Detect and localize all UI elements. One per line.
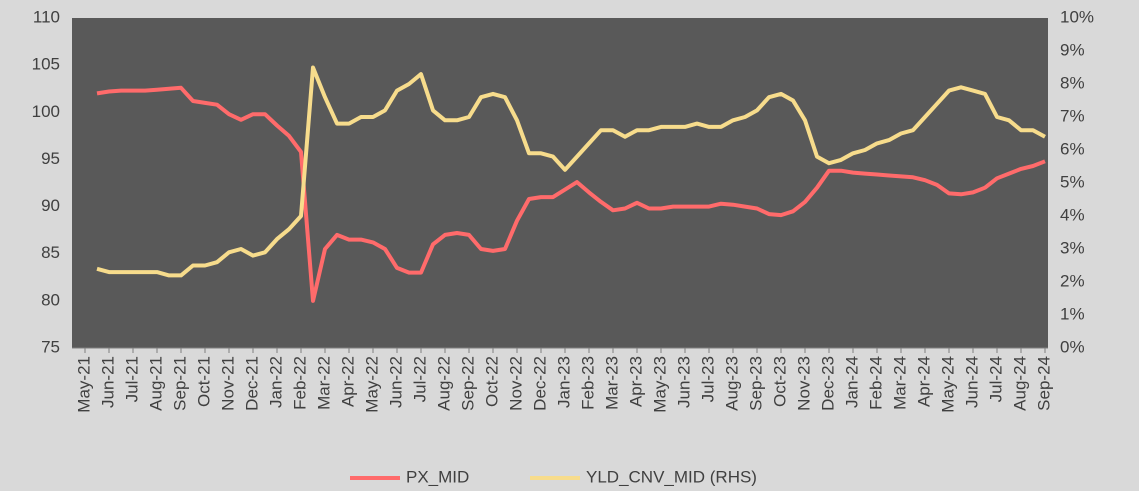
y2-tick-label: 3%: [1060, 238, 1085, 257]
y2-tick-label: 9%: [1060, 40, 1085, 59]
x-tick-label: Oct-22: [482, 356, 501, 407]
y2-tick-label: 1%: [1060, 304, 1085, 323]
x-tick-label: May-21: [74, 356, 93, 413]
x-tick-label: Mar-24: [890, 356, 909, 410]
x-tick-label: Sep-23: [746, 356, 765, 411]
x-tick-label: Aug-22: [434, 356, 453, 411]
x-tick-label: Oct-23: [770, 356, 789, 407]
series-line: [96, 85, 1046, 303]
x-tick-label: Mar-22: [314, 356, 333, 410]
x-tick-label: May-22: [362, 356, 381, 413]
x-tick-label: Jun-22: [386, 356, 405, 408]
x-tick-label: Oct-21: [194, 356, 213, 407]
x-tick-label: Jan-22: [266, 356, 285, 408]
y-tick-label: 75: [41, 337, 60, 356]
x-tick-label: Jun-23: [674, 356, 693, 408]
series-line: [96, 65, 1046, 278]
x-tick-label: Feb-22: [290, 356, 309, 410]
x-tick-label: Jun-24: [962, 356, 981, 408]
x-tick-label: Jul-23: [698, 356, 717, 402]
x-tick-label: Mar-23: [602, 356, 621, 410]
x-tick-label: Jan-24: [842, 356, 861, 408]
y2-tick-label: 6%: [1060, 139, 1085, 158]
x-tick-label: Nov-23: [794, 356, 813, 411]
x-tick-label: Dec-22: [530, 356, 549, 411]
plot-area: [72, 18, 1048, 348]
x-tick-label: Jul-21: [122, 356, 141, 402]
x-tick-label: Apr-24: [914, 356, 933, 407]
x-tick-label: May-23: [650, 356, 669, 413]
x-tick-label: Feb-24: [866, 356, 885, 410]
y-tick-label: 80: [41, 290, 60, 309]
x-tick-label: Dec-21: [242, 356, 261, 411]
x-tick-label: Feb-23: [578, 356, 597, 410]
x-tick-label: Jul-22: [410, 356, 429, 402]
y-tick-label: 110: [33, 7, 60, 26]
x-tick-label: Apr-23: [626, 356, 645, 407]
y2-tick-label: 4%: [1060, 205, 1085, 224]
x-tick-label: May-24: [938, 356, 957, 413]
x-tick-label: Dec-23: [818, 356, 837, 411]
x-tick-label: Jul-24: [986, 356, 1005, 402]
y2-tick-label: 10%: [1060, 7, 1094, 26]
y-tick-label: 90: [41, 196, 60, 215]
y2-tick-label: 0%: [1060, 337, 1085, 356]
y-tick-label: 95: [41, 149, 60, 168]
y2-tick-label: 2%: [1060, 271, 1085, 290]
x-tick-label: Aug-24: [1010, 356, 1029, 411]
x-tick-label: Aug-23: [722, 356, 741, 411]
y-tick-label: 100: [32, 102, 60, 121]
x-tick-label: Jun-21: [98, 356, 117, 408]
legend-label: PX_MID: [406, 467, 469, 486]
x-tick-label: Apr-22: [338, 356, 357, 407]
y-tick-label: 85: [41, 243, 60, 262]
y2-tick-label: 5%: [1060, 172, 1085, 191]
y2-tick-label: 7%: [1060, 106, 1085, 125]
x-tick-label: Sep-24: [1034, 356, 1053, 411]
x-tick-label: Nov-22: [506, 356, 525, 411]
y2-tick-label: 8%: [1060, 73, 1085, 92]
x-tick-label: Sep-22: [458, 356, 477, 411]
x-tick-label: Jan-23: [554, 356, 573, 408]
x-tick-label: Sep-21: [170, 356, 189, 411]
y-tick-label: 105: [32, 55, 60, 74]
x-tick-label: Nov-21: [218, 356, 237, 411]
x-tick-label: Aug-21: [146, 356, 165, 411]
legend-label: YLD_CNV_MID (RHS): [586, 467, 757, 486]
